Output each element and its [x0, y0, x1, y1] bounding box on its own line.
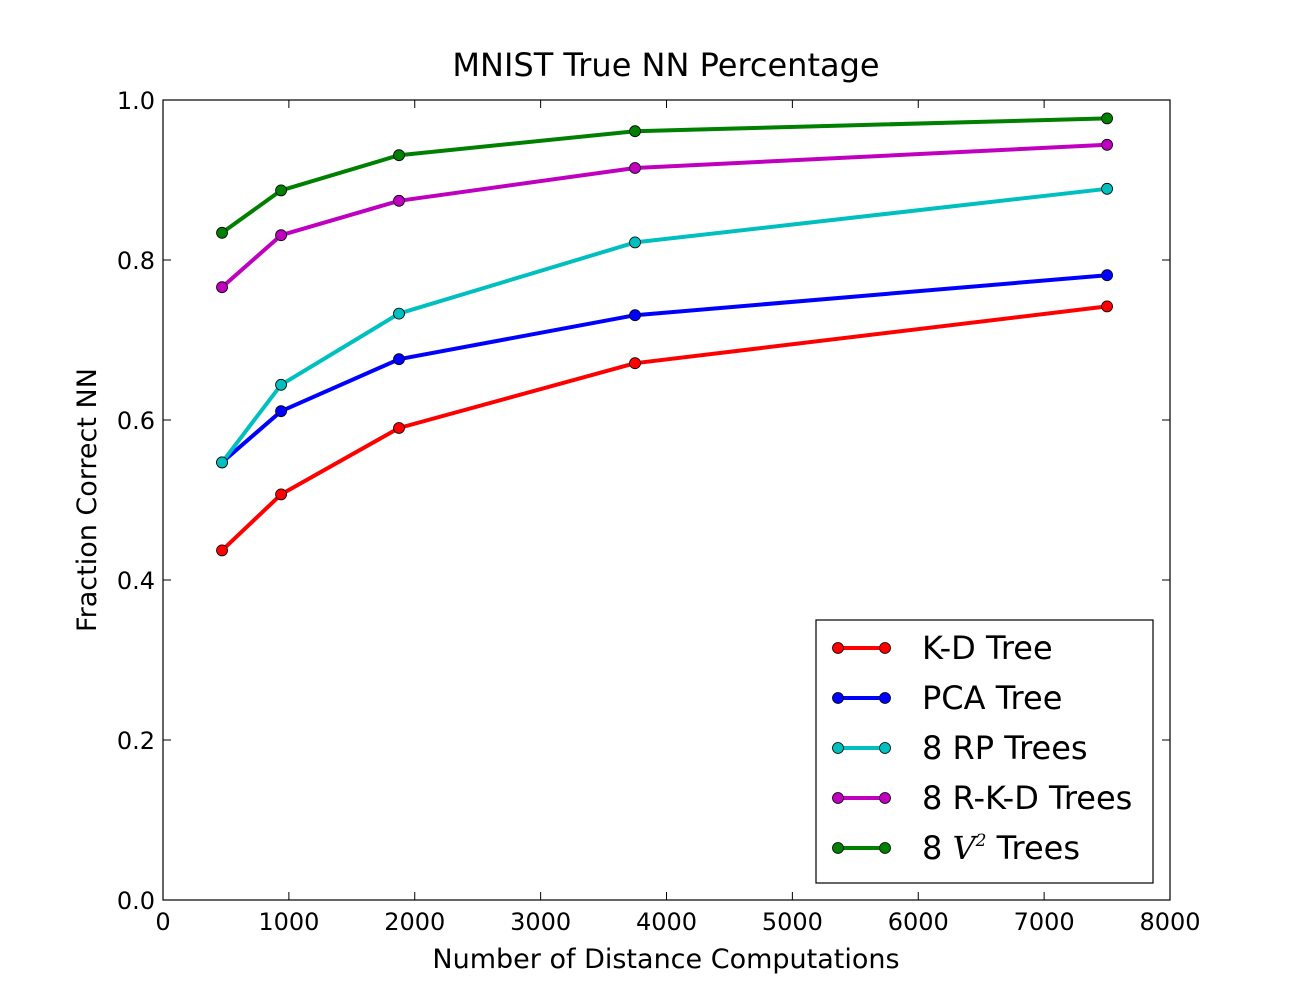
data-point	[630, 237, 641, 248]
x-axis-label: Number of Distance Computations	[432, 944, 899, 975]
data-point	[276, 379, 287, 390]
x-tick-label: 3000	[510, 908, 571, 936]
legend-label: 8 V2 Trees	[922, 829, 1080, 867]
data-point	[276, 185, 287, 196]
data-point	[630, 310, 641, 321]
data-point	[217, 282, 228, 293]
x-tick-label: 7000	[1014, 908, 1075, 936]
legend-label: PCA Tree	[922, 679, 1062, 717]
data-point	[276, 406, 287, 417]
legend: K-D Tree PCA Tree 8 RP Trees 8 R-K-D Trees 8…	[816, 620, 1153, 883]
x-tick-label: 6000	[888, 908, 949, 936]
legend-marker	[880, 693, 891, 704]
data-point	[394, 150, 405, 161]
legend-marker	[880, 793, 891, 804]
y-tick-label: 0.0	[117, 887, 155, 915]
series-8-r-k-d-trees	[217, 139, 1113, 292]
x-tick-label: 0	[155, 908, 170, 936]
data-point	[394, 354, 405, 365]
data-point	[394, 423, 405, 434]
legend-marker	[880, 643, 891, 654]
series-line	[222, 306, 1107, 550]
legend-marker	[880, 843, 891, 854]
series-line	[222, 275, 1107, 462]
data-point	[217, 545, 228, 556]
data-point	[630, 358, 641, 369]
legend-label: 8 RP Trees	[922, 729, 1088, 767]
series-pca-tree	[217, 270, 1113, 468]
legend-marker	[833, 693, 844, 704]
data-point	[276, 489, 287, 500]
y-tick-label: 0.6	[117, 407, 155, 435]
data-point	[217, 227, 228, 238]
legend-marker	[833, 843, 844, 854]
legend-marker	[880, 743, 891, 754]
data-point	[1102, 139, 1113, 150]
legend-label: K-D Tree	[922, 629, 1053, 667]
x-tick-label: 1000	[258, 908, 319, 936]
series-line	[222, 145, 1107, 287]
legend-marker	[833, 793, 844, 804]
y-axis-label: Fraction Correct NN	[72, 368, 103, 632]
x-tick-label: 4000	[636, 908, 697, 936]
data-point	[1102, 270, 1113, 281]
y-tick-label: 0.4	[117, 567, 155, 595]
legend-marker	[833, 743, 844, 754]
x-tick-label: 8000	[1139, 908, 1200, 936]
chart-title: MNIST True NN Percentage	[452, 46, 879, 84]
x-tick-label: 2000	[384, 908, 445, 936]
legend-label: 8 R-K-D Trees	[922, 779, 1132, 817]
series-line	[222, 189, 1107, 463]
legend-marker	[833, 643, 844, 654]
data-point	[630, 163, 641, 174]
data-point	[217, 457, 228, 468]
series-8-v-trees	[217, 113, 1113, 238]
series-8-rp-trees	[217, 183, 1113, 468]
y-tick-label: 0.8	[117, 247, 155, 275]
x-tick-label: 5000	[762, 908, 823, 936]
data-point	[394, 195, 405, 206]
data-point	[1102, 301, 1113, 312]
y-tick-label: 0.2	[117, 727, 155, 755]
data-point	[630, 126, 641, 137]
data-point	[1102, 113, 1113, 124]
data-point	[1102, 183, 1113, 194]
data-point	[394, 308, 405, 319]
data-point	[276, 230, 287, 241]
y-tick-label: 1.0	[117, 87, 155, 115]
series-k-d-tree	[217, 301, 1113, 556]
series-layer	[217, 113, 1113, 556]
